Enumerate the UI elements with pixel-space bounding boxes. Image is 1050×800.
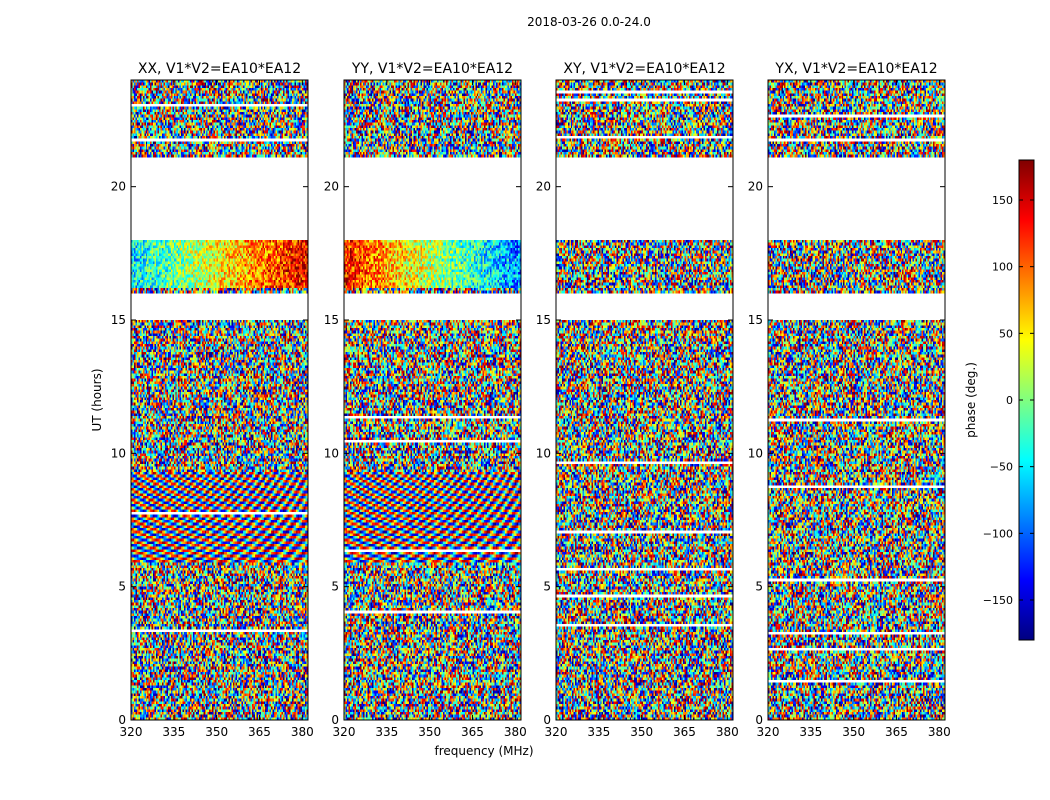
y-tick-label: 20 [111, 180, 126, 194]
y-tick-label: 0 [331, 713, 339, 727]
colorbar-tick-label: −50 [990, 461, 1013, 474]
panel-title: XY, V1*V2=EA10*EA12 [563, 61, 725, 77]
y-tick-label: 15 [536, 313, 551, 327]
y-tick-label: 5 [543, 580, 551, 594]
x-tick-label: 365 [461, 725, 484, 739]
panel-heatmap-image [344, 80, 521, 720]
x-axis-label: frequency (MHz) [434, 744, 533, 758]
colorbar: 150 100 50 0 −50 −100 −150 [983, 159, 1035, 641]
y-tick-label: 5 [755, 580, 763, 594]
y-tick-label: 15 [111, 313, 126, 327]
panel-heatmap-image [556, 80, 733, 720]
panel-frame [343, 79, 522, 721]
y-tick-label: 0 [543, 713, 551, 727]
x-tick-label: 365 [248, 725, 271, 739]
x-tick-label: 320 [120, 725, 143, 739]
x-tick-label: 335 [587, 725, 610, 739]
x-tick-label: 380 [928, 725, 951, 739]
x-tick-label: 320 [333, 725, 356, 739]
x-tick-label: 350 [418, 725, 441, 739]
panel-heatmap-image [131, 80, 308, 720]
panel-title: YY, V1*V2=EA10*EA12 [351, 61, 513, 77]
y-tick-label: 5 [331, 580, 339, 594]
panel-frame [130, 79, 309, 721]
x-tick-label: 350 [842, 725, 865, 739]
y-tick-label: 0 [118, 713, 126, 727]
panel-title: XX, V1*V2=EA10*EA12 [138, 61, 301, 77]
x-tick-label: 380 [291, 725, 314, 739]
y-tick-label: 10 [748, 446, 763, 460]
panel-title: YX, V1*V2=EA10*EA12 [774, 61, 937, 77]
x-tick-label: 335 [375, 725, 398, 739]
colorbar-tick-label: 0 [1006, 394, 1013, 407]
y-tick-label: 10 [324, 446, 339, 460]
colorbar-tick-label: 50 [999, 327, 1013, 340]
panel-frame [555, 79, 734, 721]
y-tick-label: 10 [111, 446, 126, 460]
x-tick-label: 365 [673, 725, 696, 739]
y-tick-label: 10 [536, 446, 551, 460]
x-tick-label: 320 [757, 725, 780, 739]
x-tick-label: 380 [716, 725, 739, 739]
y-tick-label: 15 [324, 313, 339, 327]
x-tick-label: 350 [205, 725, 228, 739]
x-tick-label: 335 [162, 725, 185, 739]
panel-1: YY, V1*V2=EA10*EA12 320 335 350 365 380 0 5 10 15… [324, 61, 527, 739]
y-tick-label: 0 [755, 713, 763, 727]
panel-0: XX, V1*V2=EA10*EA12 320 335 350 365 380 0 5 10 15… [111, 61, 314, 739]
y-tick-label: 15 [748, 313, 763, 327]
y-tick-label: 20 [324, 180, 339, 194]
panels-group: XX, V1*V2=EA10*EA12 320 335 350 365 380 0 5 10 15… [111, 61, 951, 739]
x-tick-label: 380 [504, 725, 527, 739]
x-tick-label: 335 [799, 725, 822, 739]
panel-2: XY, V1*V2=EA10*EA12 320 335 350 365 380 0 5 10 15… [536, 61, 739, 739]
y-tick-label: 20 [536, 180, 551, 194]
y-tick-label: 5 [118, 580, 126, 594]
panel-heatmap-image [768, 80, 945, 720]
colorbar-tick-label: −100 [983, 527, 1013, 540]
panel-frame [767, 79, 946, 721]
colorbar-tick-label: 150 [992, 194, 1013, 207]
panel-3: YX, V1*V2=EA10*EA12 320 335 350 365 380 0 5 10 15… [748, 61, 951, 739]
figure-title: 2018-03-26 0.0-24.0 [527, 15, 651, 29]
x-tick-label: 365 [885, 725, 908, 739]
x-tick-label: 320 [545, 725, 568, 739]
y-axis-label: UT (hours) [90, 368, 104, 431]
x-tick-label: 350 [630, 725, 653, 739]
colorbar-tick-label: 100 [992, 261, 1013, 274]
colorbar-tick-label: −150 [983, 594, 1013, 607]
y-tick-label: 20 [748, 180, 763, 194]
colorbar-label: phase (deg.) [964, 362, 978, 438]
